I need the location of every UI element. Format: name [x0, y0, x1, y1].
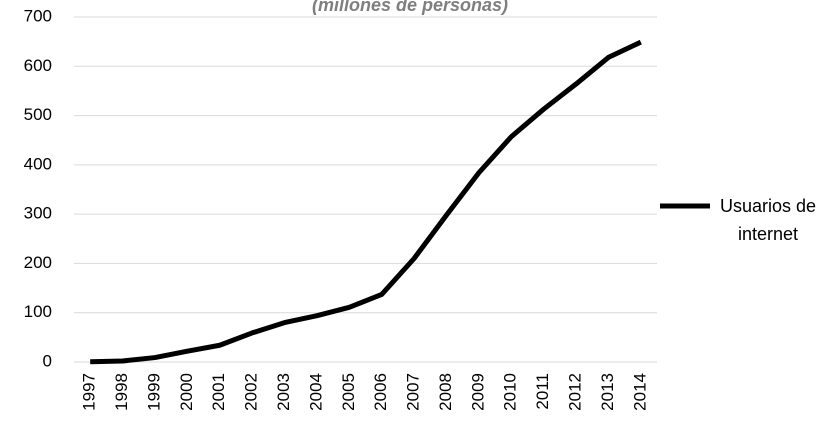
chart-subtitle: (millones de personas): [312, 0, 508, 15]
x-tick-label: 1997: [80, 373, 99, 411]
legend-label: Usuarios de internet: [719, 196, 817, 244]
x-tick-label: 2006: [371, 373, 390, 411]
x-tick-label: 2012: [566, 373, 585, 411]
y-tick-label: 300: [24, 204, 52, 223]
x-tick-label: 2009: [468, 373, 487, 411]
x-tick-label: 2007: [404, 373, 423, 411]
x-tick-label: 2010: [501, 373, 520, 411]
x-tick-label: 2014: [630, 373, 649, 411]
x-tick-label: 2003: [274, 373, 293, 411]
y-tick-label: 100: [24, 302, 52, 321]
x-tick-label: 2013: [598, 373, 617, 411]
x-tick-label: 2011: [533, 373, 552, 410]
x-tick-label: 2004: [306, 373, 325, 411]
x-tick-label: 2008: [436, 373, 455, 411]
x-tick-label: 1999: [144, 373, 163, 411]
x-tick-label: 1998: [112, 373, 131, 411]
x-tick-label: 2000: [177, 373, 196, 411]
y-tick-label: 200: [24, 253, 52, 272]
y-tick-label: 600: [24, 56, 52, 75]
x-tick-label: 2001: [209, 373, 228, 411]
y-tick-label: 0: [43, 351, 52, 370]
x-tick-label: 2002: [242, 373, 261, 411]
line: [90, 39, 642, 365]
y-tick-label: 400: [24, 154, 52, 173]
x-tick-label: 2005: [339, 373, 358, 411]
y-tick-label: 700: [24, 6, 52, 25]
y-tick-label: 500: [24, 105, 52, 124]
